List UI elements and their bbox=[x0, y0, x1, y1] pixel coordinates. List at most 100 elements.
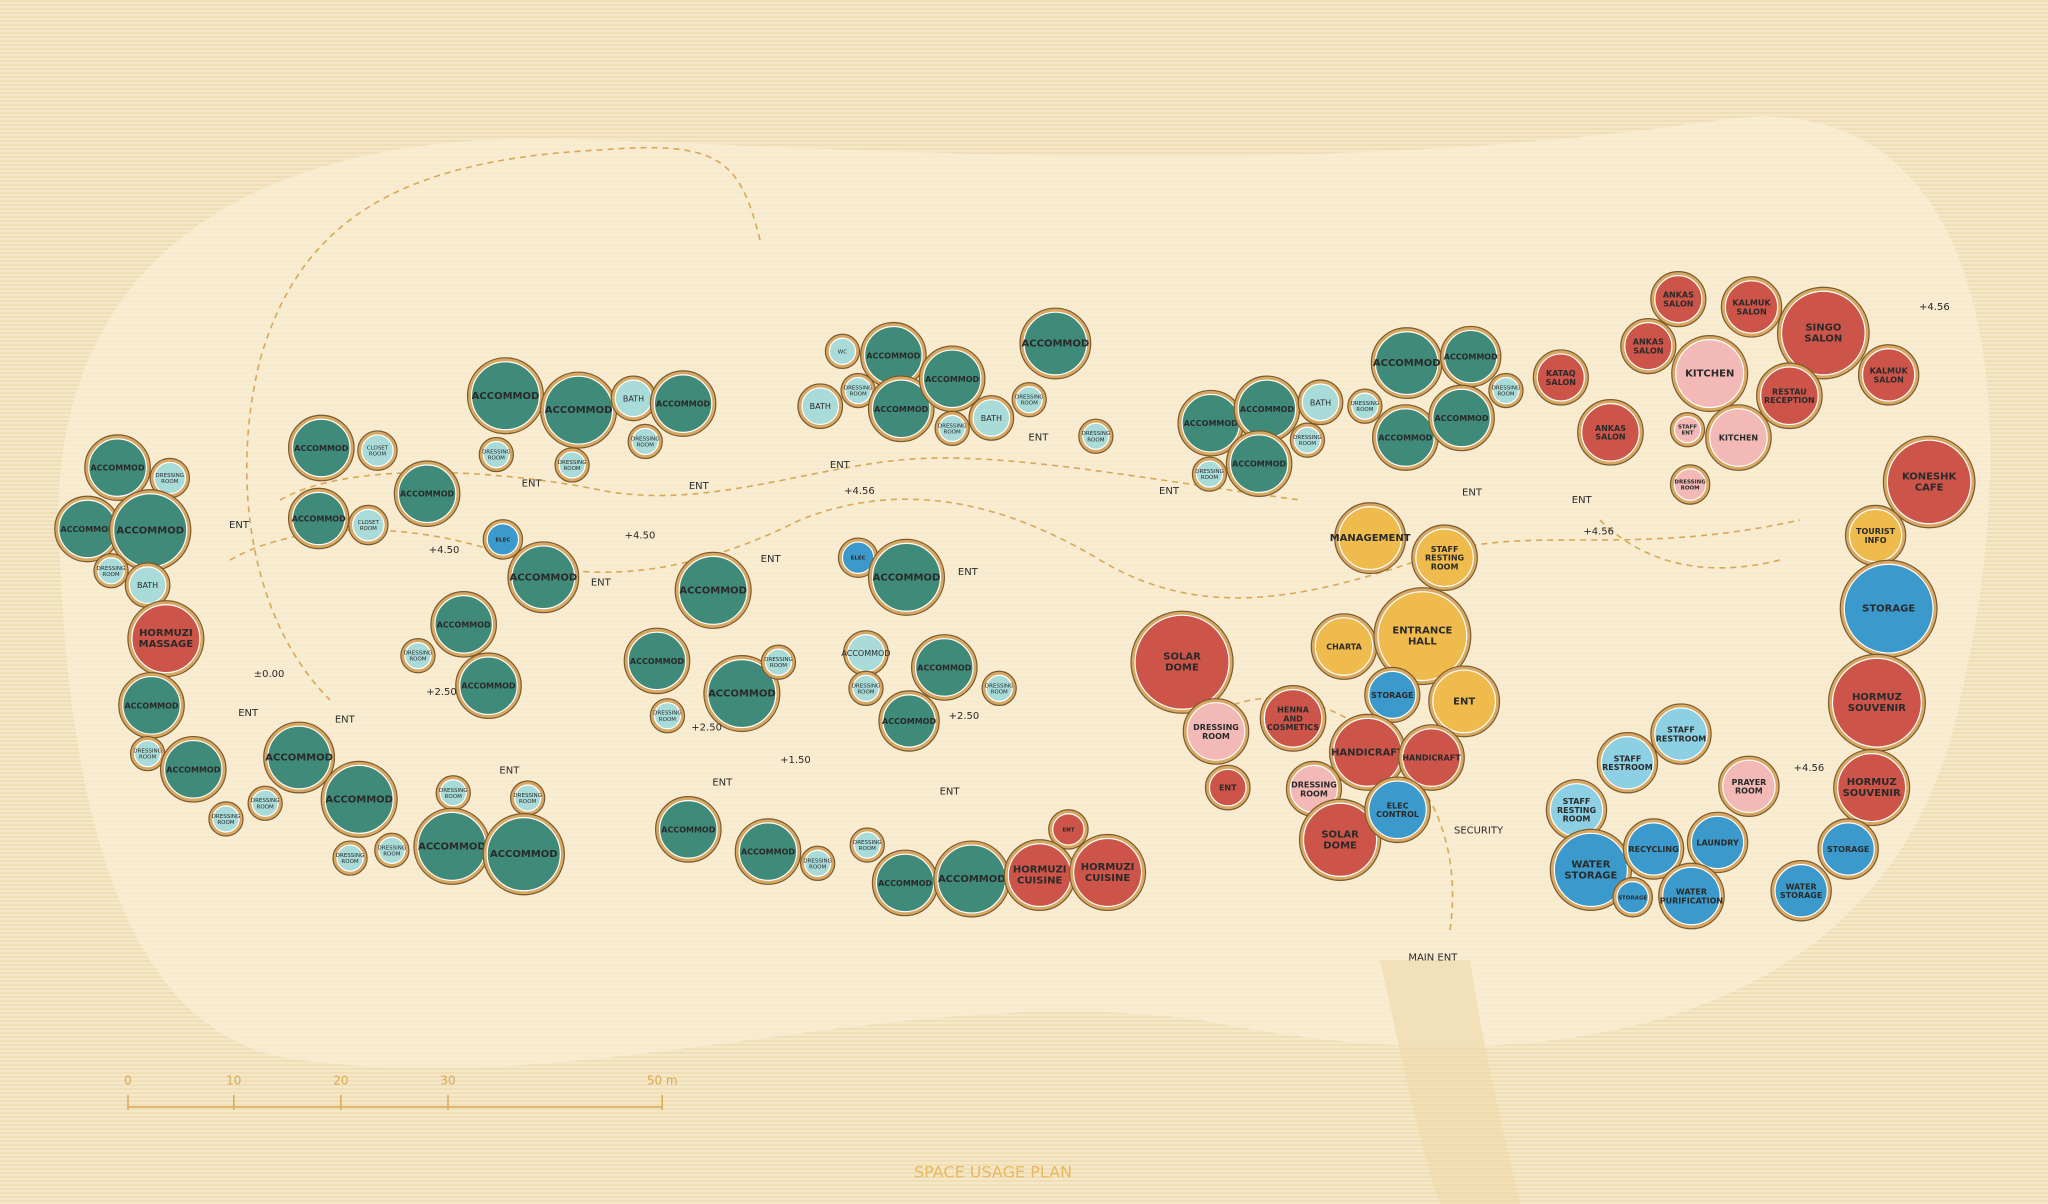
room: ACCOMMOD bbox=[1177, 389, 1245, 457]
label-line: STAFF bbox=[1431, 544, 1459, 553]
room: ACCOMMOD bbox=[1439, 325, 1502, 388]
room-label: DRESSING ROOM bbox=[156, 473, 185, 485]
annotation: ENT bbox=[499, 766, 520, 777]
room: STAFF RESTING ROOM bbox=[1545, 779, 1608, 841]
room-circle bbox=[764, 648, 793, 676]
label-line: DRESSING bbox=[1351, 401, 1380, 407]
room-label: ACCOMMOD bbox=[545, 405, 613, 416]
room-circle bbox=[128, 566, 167, 605]
room-label: ACCOMMOD bbox=[1232, 459, 1286, 468]
room-circle bbox=[558, 451, 586, 479]
room-label: DRESSING ROOM bbox=[97, 565, 126, 577]
room: RESTAU RECEPTION bbox=[1756, 362, 1823, 430]
label-line: STAFF bbox=[1667, 725, 1695, 734]
label-line: STAFF bbox=[1563, 796, 1591, 805]
room-circle bbox=[439, 779, 467, 807]
room: STORAGE bbox=[1612, 877, 1653, 918]
label-line: RESTROOM bbox=[1602, 763, 1653, 772]
label-line: DRESSING bbox=[844, 385, 873, 391]
label-line: ANKAS bbox=[1633, 337, 1664, 346]
room-label: ACCOMMOD bbox=[90, 463, 144, 472]
label-line: ROOM bbox=[1431, 562, 1459, 571]
room: SINGO SALON bbox=[1776, 286, 1870, 380]
room-label: ACCOMMOD bbox=[630, 656, 684, 665]
room-label: STAFF RESTROOM bbox=[1656, 725, 1707, 743]
label-line: ROOM bbox=[1356, 407, 1373, 413]
label-line: ROOM bbox=[770, 663, 787, 669]
room-label: SINGO SALON bbox=[1804, 323, 1842, 345]
room: DRESSING ROOM bbox=[93, 553, 129, 589]
room-circle bbox=[1821, 822, 1875, 876]
label-line: ROOM bbox=[1563, 814, 1591, 823]
annotation: ENT bbox=[522, 478, 543, 489]
room-label: BATH bbox=[1310, 398, 1331, 407]
label-line: ACCOMMOD bbox=[1240, 404, 1294, 413]
room-label: DRESSING ROOM bbox=[133, 748, 162, 760]
room: DRESSING ROOM bbox=[129, 735, 166, 772]
label-line: HENNA bbox=[1277, 705, 1310, 714]
room: DRESSING ROOM bbox=[1182, 698, 1250, 765]
room-label: ACCOMMOD bbox=[873, 572, 941, 583]
label-line: AND bbox=[1283, 714, 1303, 723]
room: ACCOMMOD bbox=[287, 487, 350, 550]
room-label: ANKAS SALON bbox=[1663, 290, 1694, 308]
room: HANDICRAFT bbox=[1398, 724, 1465, 791]
room-circle bbox=[801, 387, 840, 426]
room: CHARTA bbox=[1310, 613, 1378, 680]
room-label: ACCOMMOD bbox=[116, 525, 184, 536]
room-circle bbox=[404, 642, 432, 670]
room-circle bbox=[1774, 864, 1828, 918]
room: ACCOMMOD bbox=[1225, 430, 1293, 498]
room-label: WATER PURIFICATION bbox=[1660, 887, 1723, 905]
room: DRESSING ROOM bbox=[1488, 372, 1524, 409]
label-line: DRESSING bbox=[156, 473, 185, 479]
room-label: STAFF RESTING ROOM bbox=[1425, 544, 1464, 571]
room: ANKAS SALON bbox=[1577, 398, 1644, 466]
room-circle bbox=[1443, 329, 1498, 384]
label-line: ANKAS bbox=[1663, 290, 1694, 299]
label-line: DRESSING bbox=[251, 798, 280, 804]
label-line: WATER bbox=[1571, 859, 1610, 870]
annotation: MAIN ENT bbox=[1408, 952, 1458, 963]
room-circle bbox=[1015, 386, 1043, 414]
room-circle bbox=[1351, 392, 1379, 420]
room-label: DRESSING ROOM bbox=[853, 840, 882, 852]
room: STORAGE bbox=[1364, 666, 1421, 723]
label-line: ACCOMMOD bbox=[60, 524, 114, 533]
room-label: ACCOMMOD bbox=[60, 524, 114, 533]
label-line: ROOM bbox=[809, 864, 826, 870]
annotation: ENT bbox=[229, 520, 250, 531]
room-label: RESTAU RECEPTION bbox=[1764, 387, 1815, 405]
label-line: STORAGE bbox=[1862, 604, 1915, 615]
room-label: WC bbox=[838, 349, 847, 355]
room: STAFF RESTROOM bbox=[1596, 732, 1659, 794]
room-circle bbox=[1195, 460, 1224, 488]
room-label: ACCOMMOD bbox=[679, 585, 747, 596]
label-line: ROOM bbox=[637, 442, 654, 448]
label-line: BATH bbox=[981, 413, 1002, 422]
room-label: ACCOMMOD bbox=[166, 765, 220, 774]
label-line: DRESSING bbox=[1293, 435, 1322, 441]
room-label: STORAGE bbox=[1827, 844, 1869, 853]
room: ENT bbox=[1204, 764, 1251, 811]
room-label: ACCOMMOD bbox=[510, 572, 578, 583]
room: ACCOMMOD bbox=[1372, 404, 1439, 471]
label-line: CUISINE bbox=[1017, 876, 1062, 887]
room: DRESSING ROOM bbox=[247, 785, 283, 821]
label-line: BATH bbox=[623, 394, 644, 403]
room-circle bbox=[627, 631, 687, 691]
label-line: STORAGE bbox=[1780, 891, 1822, 900]
label-line: ELEC bbox=[851, 555, 866, 561]
annotation-layer: ENT ENT ENT +4.50 +4.50 ENT ENT ENT +4.56 ENT ENT E… bbox=[229, 302, 1950, 963]
room-circle bbox=[336, 844, 364, 872]
room: DRESSING ROOM bbox=[1669, 464, 1711, 505]
room: TOURIST INFO bbox=[1844, 504, 1907, 567]
label-line: CHARTA bbox=[1326, 642, 1362, 651]
room-label: RECYCLING bbox=[1628, 844, 1678, 853]
room-circle bbox=[153, 461, 187, 495]
room: BATH bbox=[797, 383, 844, 430]
label-line: ACCOMMOD bbox=[510, 572, 578, 583]
room: ACCOMMOD bbox=[623, 627, 691, 695]
room-circle bbox=[1673, 468, 1707, 501]
